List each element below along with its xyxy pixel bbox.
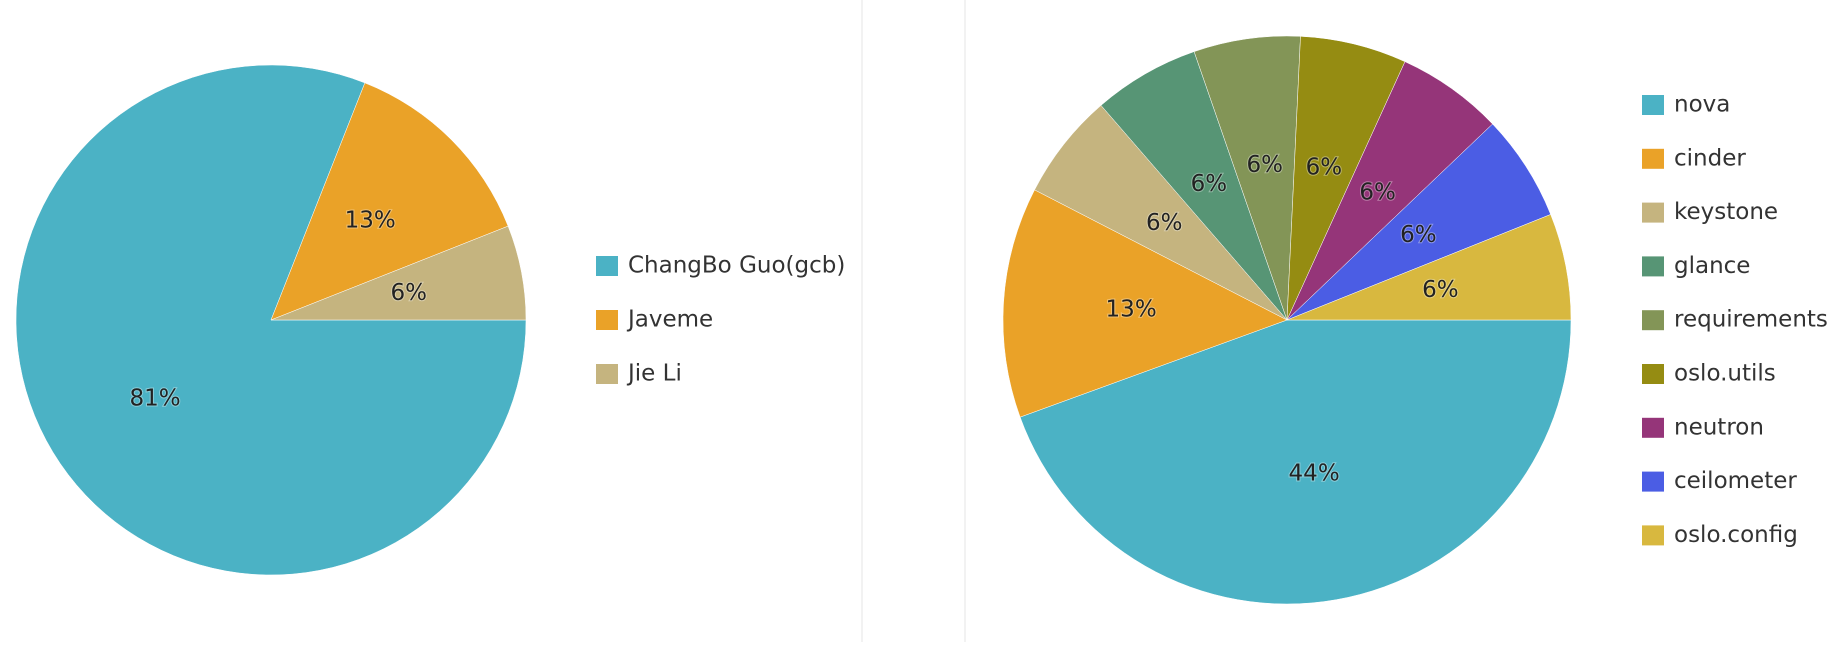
legend-swatch [596,364,618,384]
legend-label: nova [1674,92,1730,118]
legend-swatch [1642,471,1664,492]
legend-label: Javeme [626,307,713,333]
pie-slice [270,225,527,321]
legend-swatch [596,256,618,276]
pie-slice [1019,319,1572,605]
legend-swatch [1642,364,1664,384]
pie-slice [270,82,509,321]
legend-label: oslo.utils [1674,361,1776,387]
legend-label: ceilometer [1674,468,1797,494]
legend-label: glance [1674,253,1750,279]
legend-label: keystone [1674,199,1778,225]
legend-swatch [1642,310,1664,331]
legend-swatch [1642,202,1664,223]
data-label: 6% [1359,179,1396,205]
data-label: 6% [391,280,428,306]
legend-label: Jie Li [626,361,682,387]
legend-label: neutron [1674,414,1764,440]
data-label: 6% [1400,222,1437,248]
legend-label: requirements [1674,307,1828,333]
legend-label: ChangBo Guo(gcb) [628,253,845,279]
legend-label: oslo.config [1674,522,1798,548]
legend-swatch [1642,256,1664,277]
data-label: 6% [1306,155,1343,181]
data-label: 6% [1422,277,1459,303]
data-label: 44% [1289,460,1340,486]
pie-slice [1286,214,1572,321]
data-label: 13% [1106,297,1157,323]
data-label: 13% [345,207,396,233]
legend-swatch [1642,417,1664,438]
legend-label: cinder [1674,145,1746,171]
data-label: 6% [1191,171,1228,197]
data-label: 6% [1146,210,1183,236]
pie-slice [1002,189,1288,418]
legend-swatch [596,310,618,330]
data-label: 6% [1247,152,1284,178]
legend-swatch [1642,95,1664,115]
legend-swatch [1642,148,1664,169]
data-label: 81% [129,385,180,411]
legend-swatch [1642,525,1664,546]
